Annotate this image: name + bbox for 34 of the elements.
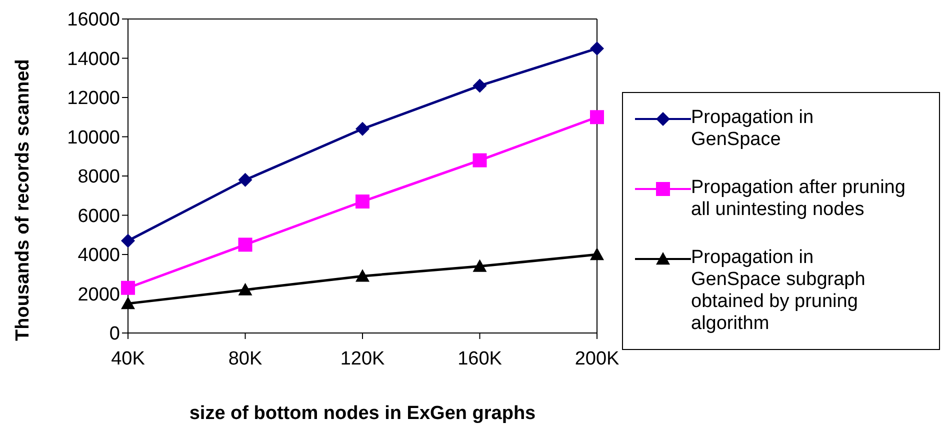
y-tick-label: 2000	[78, 284, 120, 306]
x-tick-label: 160K	[458, 348, 502, 370]
y-tick-label: 4000	[78, 245, 120, 266]
x-axis-title: size of bottom nodes in ExGen graphs	[189, 403, 536, 424]
x-tick-label: 40K	[111, 348, 146, 370]
y-tick-label: 14000	[67, 48, 120, 70]
y-tick-label: 8000	[78, 166, 120, 188]
x-tick-label: 120K	[340, 348, 386, 370]
point	[121, 296, 135, 310]
point	[472, 259, 487, 272]
point	[121, 280, 135, 295]
point	[356, 122, 370, 136]
y-tick-label: 10000	[67, 127, 120, 148]
x-tick-label: 80K	[228, 348, 262, 370]
point	[356, 269, 370, 282]
y-tick-label: 12000	[67, 88, 120, 110]
x-tick-label: 200K	[574, 348, 620, 370]
point	[472, 153, 487, 168]
y-axis-title: Thousands of records scanned	[12, 59, 34, 341]
point	[238, 282, 252, 296]
y-tick-label: 0	[109, 324, 120, 345]
point	[238, 172, 252, 187]
y-tick-label: 16000	[67, 10, 120, 31]
point	[121, 234, 135, 248]
legend-label: Propagation in GenSpace subgraph obtained by pruning algorithm	[691, 246, 866, 334]
point	[238, 238, 252, 252]
point	[590, 41, 604, 56]
point	[590, 248, 604, 260]
legend-label: Propagation after pruning all unintesting nodes	[691, 176, 906, 220]
y-tick-label: 6000	[78, 206, 120, 227]
point	[472, 78, 487, 93]
point	[590, 110, 604, 124]
point	[356, 194, 370, 209]
legend-label: Propagation in GenSpace	[691, 106, 815, 150]
